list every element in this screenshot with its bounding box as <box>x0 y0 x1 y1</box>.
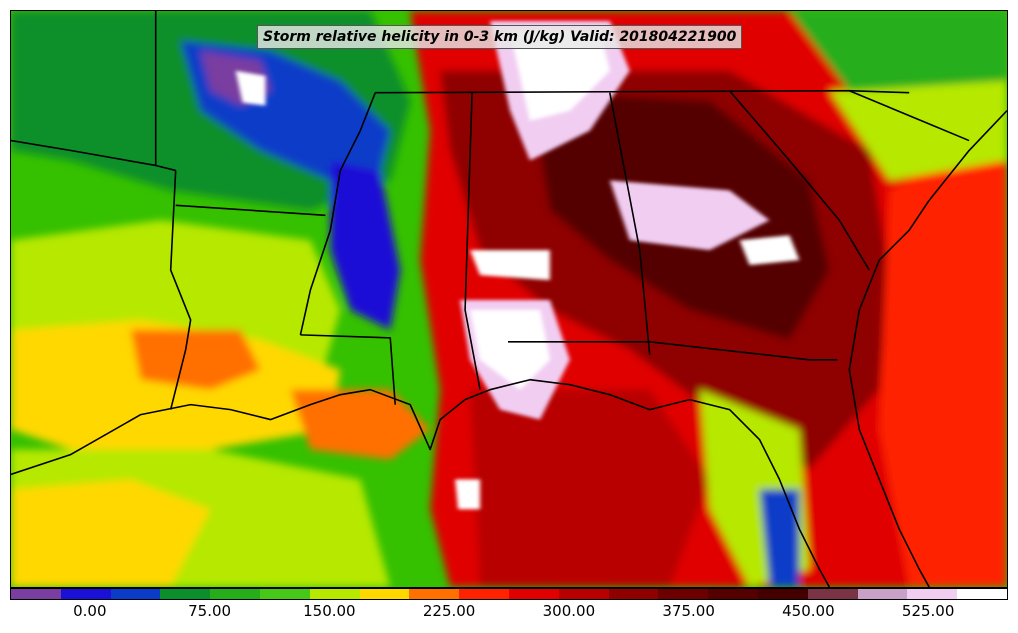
colorbar-swatch <box>359 589 410 599</box>
field-white-gulf <box>455 479 481 510</box>
colorbar-swatch <box>907 589 958 599</box>
border-fl-north <box>508 341 838 361</box>
field-pink-ga <box>609 180 770 251</box>
colorbar-tick-label: 0.00 <box>73 602 107 620</box>
state-borders <box>11 11 1007 587</box>
field-yellow-east <box>829 80 1007 181</box>
border-ms-river <box>299 92 377 336</box>
border-la-ms <box>300 334 397 405</box>
colorbar-swatch <box>757 589 808 599</box>
colorbar-swatch <box>160 589 211 599</box>
field-blue-se <box>759 489 800 587</box>
field-orange-east <box>879 120 1007 587</box>
field-white-plume <box>235 70 266 106</box>
colorbar-tick-label: 525.00 <box>901 602 955 620</box>
colorbar-tick-label: 75.00 <box>188 602 232 620</box>
field-pink-sc <box>739 235 800 266</box>
map-title: Storm relative helicity in 0-3 km (J/kg)… <box>257 25 743 49</box>
colorbar-swatch <box>259 589 310 599</box>
field-orange-coast <box>290 389 431 460</box>
colorbar-swatch <box>708 589 758 599</box>
border-ms-al <box>464 92 481 390</box>
border-ok-tx <box>11 139 176 172</box>
border-ar-la <box>175 204 326 217</box>
colorbar-tick-label: 225.00 <box>422 602 476 620</box>
border-al-ga <box>609 92 651 355</box>
colorbar-swatch <box>857 589 908 599</box>
colorbar-swatch <box>409 589 460 599</box>
colorbar-swatch <box>459 589 509 599</box>
map-field <box>11 11 1007 587</box>
colorbar-swatch <box>807 589 858 599</box>
field-white-north-core <box>509 30 610 121</box>
border-tx-la <box>169 170 192 410</box>
colorbar-tick-label: 300.00 <box>542 602 596 620</box>
field-blue-column <box>330 160 401 330</box>
field-white-mobile-core <box>470 309 550 390</box>
colorbar-labels: 0.00 75.00 150.00 225.00 300.00 375.00 450.00 5… <box>10 602 1008 624</box>
colorbar-swatch <box>309 589 360 599</box>
atlantic-coast <box>848 110 1007 587</box>
colorbar-swatch <box>957 589 1007 599</box>
coastline <box>11 378 831 587</box>
field-darkred-south <box>470 389 710 587</box>
colorbar-swatch <box>60 589 111 599</box>
field-white-ms <box>470 250 550 281</box>
border-ga-sc <box>728 90 870 271</box>
field-orange-west <box>130 329 261 390</box>
colorbar-tick-label: 150.00 <box>303 602 356 620</box>
helicity-map: Storm relative helicity in 0-3 km (J/kg)… <box>10 10 1008 588</box>
border-nc-sc <box>849 89 970 142</box>
colorbar <box>10 588 1008 600</box>
colorbar-tick-label: 450.00 <box>782 602 835 620</box>
colorbar-swatch <box>608 589 659 599</box>
colorbar-swatch <box>11 589 61 599</box>
colorbar-swatch <box>508 589 559 599</box>
field-green-northeast <box>789 11 1007 91</box>
colorbar-tick-label: 375.00 <box>662 602 715 620</box>
colorbar-swatch <box>110 589 161 599</box>
colorbar-swatch <box>558 589 609 599</box>
colorbar-swatch <box>658 589 709 599</box>
colorbar-swatch <box>210 589 260 599</box>
field-yellow-south <box>11 479 211 587</box>
